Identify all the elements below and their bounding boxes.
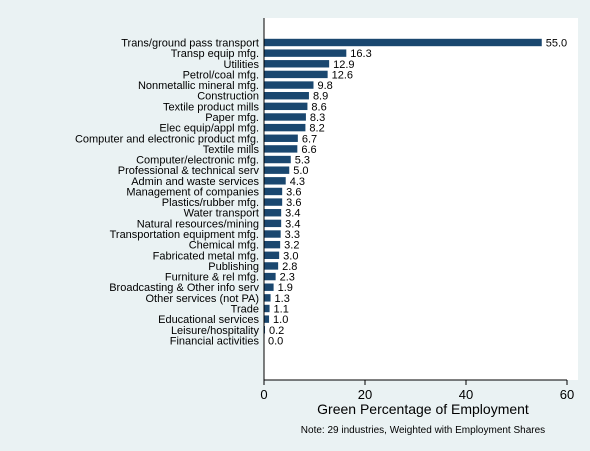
x-axis-title: Green Percentage of Employment bbox=[317, 401, 529, 417]
category-label: Financial activities bbox=[170, 335, 260, 347]
category-label: Publishing bbox=[208, 261, 259, 273]
value-label: 8.9 bbox=[313, 91, 328, 103]
value-label: 3.4 bbox=[285, 218, 300, 230]
bar bbox=[264, 262, 279, 270]
x-tick-label: 20 bbox=[358, 387, 372, 402]
value-labels: 55.0 16.312.912.69.88.98.68.38.26.76.65.3… bbox=[268, 38, 567, 348]
bar bbox=[264, 123, 306, 132]
value-label: 1.1 bbox=[274, 304, 289, 316]
bar bbox=[264, 38, 542, 47]
category-label: Paper mfg. bbox=[205, 112, 259, 124]
bar bbox=[264, 304, 270, 313]
category-label: Water transport bbox=[184, 208, 259, 220]
bar bbox=[264, 198, 283, 206]
category-label: Chemical mfg. bbox=[189, 240, 259, 252]
bar bbox=[264, 230, 281, 238]
category-label: Utilities bbox=[224, 59, 260, 71]
value-label: 0.0 bbox=[268, 335, 283, 347]
bar bbox=[264, 92, 309, 100]
value-label: 12.9 bbox=[333, 59, 354, 71]
value-label: 1.3 bbox=[275, 293, 290, 305]
value-label: 3.2 bbox=[284, 240, 299, 252]
value-label: 3.3 bbox=[285, 229, 300, 241]
plot-area bbox=[264, 18, 578, 380]
category-label: Management of companies bbox=[126, 186, 259, 198]
value-label: 3.6 bbox=[286, 186, 301, 198]
value-label: 12.6 bbox=[332, 69, 353, 81]
category-label: Admin and waste services bbox=[131, 176, 259, 188]
value-label: 2.3 bbox=[280, 272, 295, 284]
value-label: 8.3 bbox=[310, 112, 325, 124]
value-label: 5.0 bbox=[293, 165, 308, 177]
category-label: Transportation equipment mfg. bbox=[110, 229, 259, 241]
bar bbox=[264, 283, 274, 291]
value-label: 55.0 bbox=[546, 38, 567, 50]
value-label: 1.9 bbox=[278, 282, 293, 294]
category-label: Transp equip mfg. bbox=[171, 48, 259, 60]
category-label: Nonmetallic mineral mfg. bbox=[138, 80, 259, 92]
category-label: Natural resources/mining bbox=[137, 218, 259, 230]
bar bbox=[264, 70, 328, 79]
bar bbox=[264, 145, 298, 153]
value-label: 5.3 bbox=[295, 155, 310, 167]
value-label: 0.2 bbox=[269, 325, 284, 337]
bar bbox=[264, 134, 298, 142]
x-axis-ticks: 0 20 40 60 bbox=[260, 380, 574, 402]
value-label: 16.3 bbox=[350, 48, 371, 60]
value-label: 8.2 bbox=[309, 123, 324, 135]
category-label: Textile product mills bbox=[163, 101, 259, 113]
x-tick-label: 0 bbox=[260, 387, 267, 402]
x-tick-label: 40 bbox=[459, 387, 473, 402]
value-label: 8.6 bbox=[311, 101, 326, 113]
bar bbox=[264, 187, 283, 196]
bar bbox=[264, 272, 276, 281]
bar bbox=[264, 166, 290, 174]
bar bbox=[264, 219, 282, 228]
category-label: Trans/ground pass transport bbox=[121, 38, 259, 50]
bar bbox=[264, 177, 286, 185]
category-label: Other services (not PA) bbox=[146, 293, 260, 305]
bar bbox=[264, 49, 347, 57]
bar bbox=[264, 60, 330, 68]
x-tick-label: 60 bbox=[560, 387, 574, 402]
value-label: 4.3 bbox=[290, 176, 305, 188]
bar bbox=[264, 81, 314, 89]
category-label: Textile mills bbox=[203, 144, 260, 156]
value-label: 6.7 bbox=[302, 133, 317, 145]
value-label: 3.4 bbox=[285, 208, 300, 220]
value-label: 6.6 bbox=[301, 144, 316, 156]
category-label: Fabricated metal mfg. bbox=[153, 250, 259, 262]
category-label: Elec equip/appl mfg. bbox=[159, 123, 259, 135]
category-label: Furniture & rel mfg. bbox=[165, 272, 259, 284]
category-label: Plastics/rubber mfg. bbox=[162, 197, 259, 209]
value-label: 2.8 bbox=[282, 261, 297, 273]
category-label: Trade bbox=[231, 304, 259, 316]
chart-note: Note: 29 industries, Weighted with Emplo… bbox=[301, 425, 545, 436]
bars bbox=[264, 38, 542, 334]
bar bbox=[264, 326, 266, 334]
category-label: Broadcasting & Other info serv bbox=[109, 282, 259, 294]
value-label: 3.6 bbox=[286, 197, 301, 209]
category-label: Leisure/hospitality bbox=[171, 325, 260, 337]
bar bbox=[264, 209, 282, 217]
category-label: Petrol/coal mfg. bbox=[183, 69, 259, 81]
bar bbox=[264, 102, 308, 111]
category-label: Construction bbox=[197, 91, 259, 103]
value-label: 9.8 bbox=[317, 80, 332, 92]
category-label: Computer/electronic mfg. bbox=[136, 155, 259, 167]
bar bbox=[264, 251, 280, 259]
category-label: Educational services bbox=[158, 314, 259, 326]
bar bbox=[264, 240, 281, 249]
bar bbox=[264, 113, 306, 121]
value-label: 3.0 bbox=[283, 250, 298, 262]
category-label: Computer and electronic product mfg. bbox=[75, 133, 259, 145]
category-label: Professional & technical serv bbox=[118, 165, 260, 177]
value-label: 1.0 bbox=[273, 314, 288, 326]
bar bbox=[264, 315, 270, 323]
bar bbox=[264, 155, 291, 164]
bar bbox=[264, 294, 271, 302]
